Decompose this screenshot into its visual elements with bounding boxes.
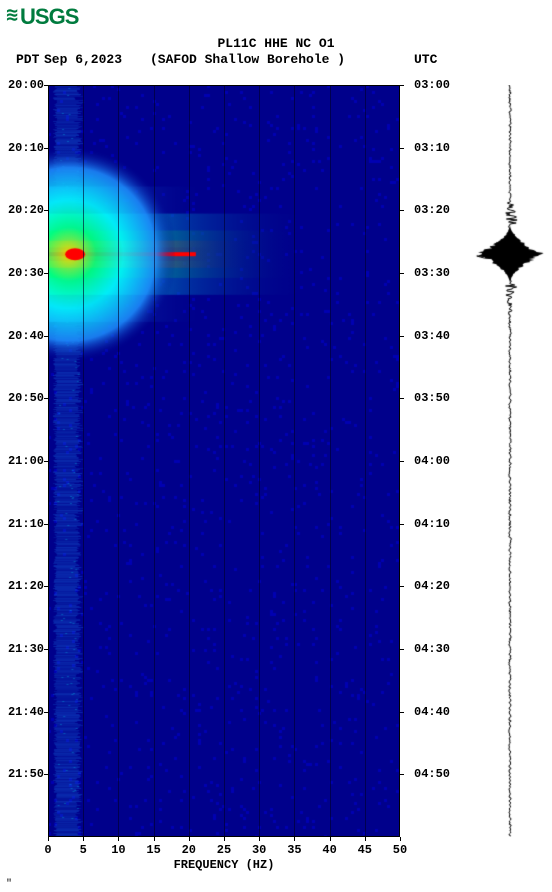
waveform-trace bbox=[470, 85, 550, 837]
ytick-left-label: 21:20 bbox=[0, 579, 44, 593]
ytick-right-mark bbox=[400, 524, 404, 525]
xtick-mark bbox=[294, 837, 295, 841]
ytick-right-label: 03:00 bbox=[414, 78, 450, 92]
usgs-logo-text: USGS bbox=[20, 4, 78, 30]
ytick-left-mark bbox=[44, 649, 48, 650]
ytick-right-label: 03:10 bbox=[414, 141, 450, 155]
ytick-right-mark bbox=[400, 398, 404, 399]
ytick-left-mark bbox=[44, 586, 48, 587]
xtick-mark bbox=[224, 837, 225, 841]
y-axis-left-pdt: 20:0020:1020:2020:3020:4020:5021:0021:10… bbox=[0, 85, 48, 837]
xtick-label: 35 bbox=[287, 843, 301, 857]
ytick-left-label: 20:50 bbox=[0, 391, 44, 405]
xtick-label: 20 bbox=[182, 843, 196, 857]
ytick-right-mark bbox=[400, 148, 404, 149]
xtick-mark bbox=[118, 837, 119, 841]
station-description: (SAFOD Shallow Borehole ) bbox=[150, 52, 345, 67]
xtick-label: 15 bbox=[146, 843, 160, 857]
ytick-right-label: 03:20 bbox=[414, 203, 450, 217]
xtick-mark bbox=[154, 837, 155, 841]
xtick-mark bbox=[189, 837, 190, 841]
ytick-left-mark bbox=[44, 85, 48, 86]
station-title: PL11C HHE NC O1 bbox=[0, 36, 552, 51]
ytick-left-label: 20:10 bbox=[0, 141, 44, 155]
date-label: Sep 6,2023 bbox=[44, 52, 122, 67]
xtick-label: 40 bbox=[322, 843, 336, 857]
xtick-mark bbox=[400, 837, 401, 841]
ytick-right-label: 03:30 bbox=[414, 266, 450, 280]
ytick-left-label: 21:10 bbox=[0, 517, 44, 531]
usgs-logo: ≋ USGS bbox=[6, 4, 78, 30]
spectrogram-canvas bbox=[48, 85, 400, 837]
ytick-left-mark bbox=[44, 210, 48, 211]
xtick-mark bbox=[83, 837, 84, 841]
ytick-right-mark bbox=[400, 85, 404, 86]
ytick-left-label: 21:00 bbox=[0, 454, 44, 468]
xtick-mark bbox=[330, 837, 331, 841]
ytick-left-mark bbox=[44, 273, 48, 274]
right-timezone-label: UTC bbox=[414, 52, 437, 67]
xtick-mark bbox=[259, 837, 260, 841]
ytick-left-label: 20:20 bbox=[0, 203, 44, 217]
waveform-canvas bbox=[470, 85, 550, 837]
ytick-right-label: 04:20 bbox=[414, 579, 450, 593]
ytick-left-label: 21:30 bbox=[0, 642, 44, 656]
xtick-mark bbox=[48, 837, 49, 841]
ytick-left-label: 20:40 bbox=[0, 329, 44, 343]
usgs-wave-icon: ≋ bbox=[6, 7, 18, 27]
ytick-left-label: 20:30 bbox=[0, 266, 44, 280]
spectrogram-plot bbox=[48, 85, 400, 837]
xtick-label: 30 bbox=[252, 843, 266, 857]
ytick-left-mark bbox=[44, 774, 48, 775]
ytick-right-label: 04:30 bbox=[414, 642, 450, 656]
ytick-left-mark bbox=[44, 461, 48, 462]
ytick-right-mark bbox=[400, 336, 404, 337]
footer-mark: " bbox=[6, 879, 12, 890]
ytick-right-mark bbox=[400, 649, 404, 650]
ytick-left-mark bbox=[44, 712, 48, 713]
y-axis-right-utc: 03:0003:1003:2003:3003:4003:5004:0004:10… bbox=[400, 85, 460, 837]
ytick-left-label: 20:00 bbox=[0, 78, 44, 92]
xtick-label: 50 bbox=[393, 843, 407, 857]
ytick-right-label: 04:40 bbox=[414, 705, 450, 719]
ytick-right-mark bbox=[400, 712, 404, 713]
ytick-left-mark bbox=[44, 148, 48, 149]
ytick-right-mark bbox=[400, 586, 404, 587]
ytick-right-mark bbox=[400, 210, 404, 211]
xtick-label: 5 bbox=[80, 843, 87, 857]
ytick-left-label: 21:50 bbox=[0, 767, 44, 781]
x-axis-label: FREQUENCY (HZ) bbox=[48, 858, 400, 872]
ytick-right-mark bbox=[400, 774, 404, 775]
ytick-right-label: 03:50 bbox=[414, 391, 450, 405]
xtick-label: 45 bbox=[358, 843, 372, 857]
xtick-mark bbox=[365, 837, 366, 841]
left-timezone-label: PDT bbox=[16, 52, 39, 67]
xtick-label: 0 bbox=[44, 843, 51, 857]
ytick-right-mark bbox=[400, 273, 404, 274]
ytick-left-mark bbox=[44, 524, 48, 525]
xtick-label: 25 bbox=[217, 843, 231, 857]
ytick-left-mark bbox=[44, 336, 48, 337]
xtick-label: 10 bbox=[111, 843, 125, 857]
ytick-left-mark bbox=[44, 398, 48, 399]
ytick-right-label: 04:00 bbox=[414, 454, 450, 468]
ytick-right-mark bbox=[400, 461, 404, 462]
ytick-right-label: 04:10 bbox=[414, 517, 450, 531]
ytick-right-label: 03:40 bbox=[414, 329, 450, 343]
ytick-right-label: 04:50 bbox=[414, 767, 450, 781]
ytick-left-label: 21:40 bbox=[0, 705, 44, 719]
